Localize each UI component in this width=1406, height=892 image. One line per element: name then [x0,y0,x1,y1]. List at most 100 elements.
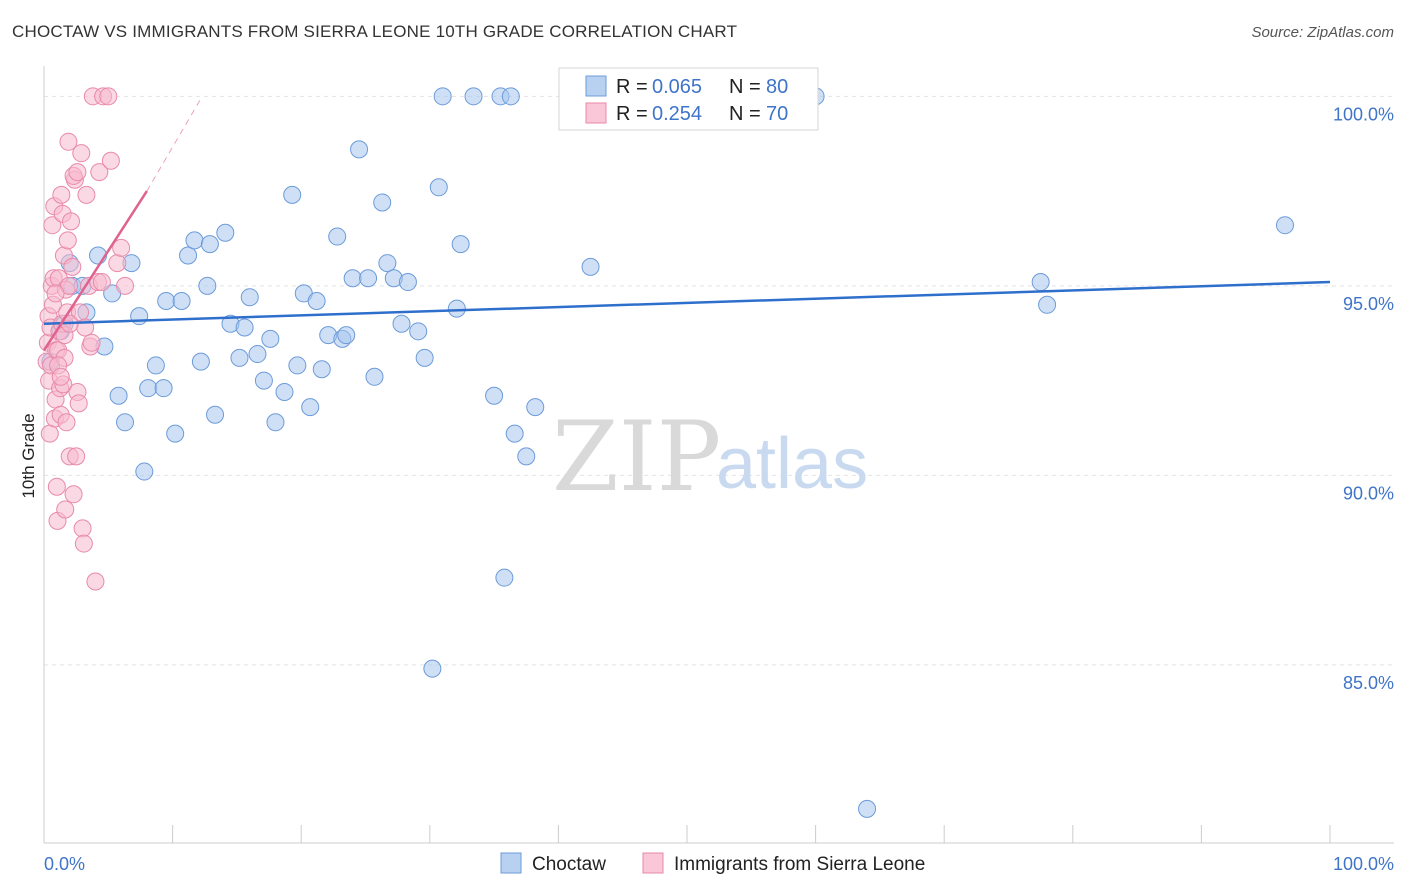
y-tick-label: 100.0% [1333,104,1394,124]
sierra-leone-point [43,216,62,235]
sierra-leone-point [101,151,120,170]
sierra-leone-point [90,163,109,182]
choctaw-point [359,269,378,288]
choctaw-point [248,345,267,364]
choctaw-point [116,413,135,432]
choctaw-point [451,235,470,254]
bottom-legend: Choctaw Immigrants from Sierra Leone [500,852,925,875]
sierra-leone-point [112,238,131,257]
choctaw-point [433,87,452,106]
choctaw-point [216,223,235,242]
sierra-leone-point [67,447,86,466]
choctaw-point [240,288,259,307]
choctaw-point [464,87,483,106]
bottom-legend-swatch-choctaw [500,852,522,874]
legend-n-value-choctaw: 80 [766,76,788,98]
sierra-leone-point [73,519,92,538]
choctaw-point [312,360,331,379]
trend-lines [42,96,1331,351]
choctaw-point [275,382,294,401]
choctaw-point [373,193,392,212]
y-tick-labels: 85.0% 90.0% 95.0% 100.0% [1333,104,1394,693]
choctaw-point [172,291,191,310]
bottom-legend-label-choctaw: Choctaw [532,854,606,875]
choctaw-point [139,379,158,398]
choctaw-point [200,235,219,254]
sierra-leone-point [58,231,77,250]
choctaw-point [283,185,302,204]
x-tick-label-max: 100.0% [1333,854,1394,874]
sierra-leone-point [57,413,76,432]
choctaw-point [154,379,173,398]
choctaw-point [378,254,397,273]
choctaw-point [146,356,165,375]
choctaw-point [179,246,198,265]
choctaw-point [230,348,249,367]
choctaw-point [301,398,320,417]
sierra-leone-point [40,424,59,443]
sierra-leone-point [60,276,79,295]
choctaw-point [392,314,411,333]
source-credit: Source: ZipAtlas.com [1251,24,1394,41]
choctaw-point [261,329,280,348]
y-tick-label: 95.0% [1343,294,1394,314]
sierra-leone-trend-extension [146,96,203,192]
y-axis-label: 10th Grade [19,413,38,498]
legend-n-label-choctaw: N = [729,76,761,98]
watermark: ZIP atlas [552,401,868,513]
choctaw-point [337,326,356,345]
sierra-leone-point [59,132,78,151]
sierra-leone-point [64,485,83,504]
choctaw-point [1031,273,1050,292]
sierra-leone-point [86,572,105,591]
choctaw-point [517,447,536,466]
sierra-leone-point [92,273,111,292]
choctaw-point [429,178,448,197]
choctaw-point [447,299,466,318]
choctaw-trend-line [43,280,1331,325]
legend-r-label-sierra-leone: R = [616,103,648,125]
sierra-leone-point [68,163,87,182]
legend-swatch-choctaw [585,75,607,97]
choctaw-point [343,269,362,288]
x-tick-label-min: 0.0% [44,854,85,874]
sierra-leone-point [69,394,88,413]
choctaw-point [135,462,154,481]
sierra-leone-point [51,367,70,386]
grid-lines [44,95,1394,666]
choctaw-point [109,386,128,405]
choctaw-point [1275,216,1294,235]
choctaw-point [254,371,273,390]
sierra-leone-points [37,87,135,591]
sierra-leone-point [77,185,96,204]
sierra-leone-point [116,276,135,295]
choctaw-point [495,568,514,587]
choctaw-point [423,659,442,678]
choctaw-point [288,356,307,375]
legend-r-value-sierra-leone: 0.254 [652,103,702,125]
choctaw-point [409,322,428,341]
axes [43,66,1394,844]
legend-r-value-choctaw: 0.065 [652,76,702,98]
legend-swatch-sierra-leone [585,102,607,124]
sierra-leone-point [108,254,127,273]
choctaw-point [365,367,384,386]
choctaw-point [415,348,434,367]
sierra-leone-point [99,87,118,106]
choctaw-point [858,799,877,818]
choctaw-point [185,231,204,250]
sierra-leone-point [63,257,82,276]
sierra-leone-point [82,333,101,352]
x-tick-labels: 0.0% 100.0% [44,854,1394,874]
sierra-leone-point [62,212,81,231]
choctaw-point [350,140,369,159]
legend: R = 0.065 N = 80 R = 0.254 N = 70 [558,67,819,131]
choctaw-point [266,413,285,432]
choctaw-point [398,273,417,292]
watermark-zip: ZIP [552,401,721,513]
choctaw-point [166,424,185,443]
choctaw-point [198,276,217,295]
choctaw-point [501,87,520,106]
choctaw-point [526,398,545,417]
choctaw-point [485,386,504,405]
